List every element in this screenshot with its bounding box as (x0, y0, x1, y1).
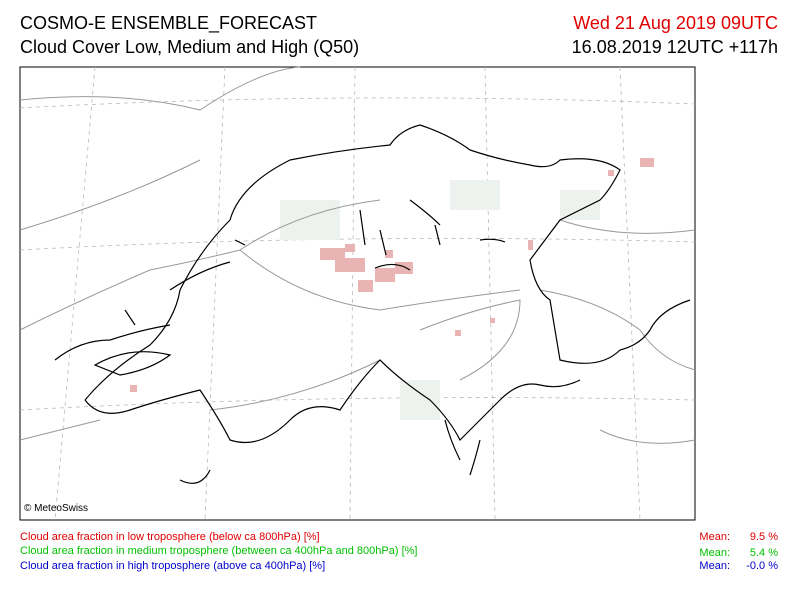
mean-value: 5.4 % (749, 547, 778, 559)
title: COSMO-E ENSEMBLE_FORECAST (20, 13, 318, 33)
mean-label: Mean: (699, 531, 730, 543)
legend-row: Cloud area fraction in low troposphere (… (20, 531, 778, 545)
legend-label: Cloud area fraction in low troposphere (… (20, 531, 320, 543)
cloud-patches (130, 158, 654, 392)
regional-borders (19, 66, 696, 444)
map-frame (19, 66, 696, 521)
legend-label: Cloud area fraction in high troposphere … (20, 560, 326, 572)
mean-value: -0.0 % (746, 560, 778, 572)
credit: © MeteoSwiss (24, 503, 88, 514)
mean-label: Mean: (699, 547, 730, 559)
run-time: 16.08.2019 12UTC +117h (571, 37, 778, 57)
cloud-faint (280, 180, 600, 420)
valid-time: Wed 21 Aug 2019 09UTC (573, 13, 778, 33)
mean-value: 9.5 % (749, 531, 778, 543)
legend-label: Cloud area fraction in medium tropospher… (20, 545, 418, 557)
country-border (54, 124, 691, 484)
legend-row: Cloud area fraction in medium tropospher… (20, 545, 778, 559)
legend-row: Cloud area fraction in high troposphere … (20, 560, 778, 574)
lakes (93, 199, 506, 476)
subtitle: Cloud Cover Low, Medium and High (Q50) (20, 37, 360, 57)
mean-label: Mean: (699, 560, 730, 572)
